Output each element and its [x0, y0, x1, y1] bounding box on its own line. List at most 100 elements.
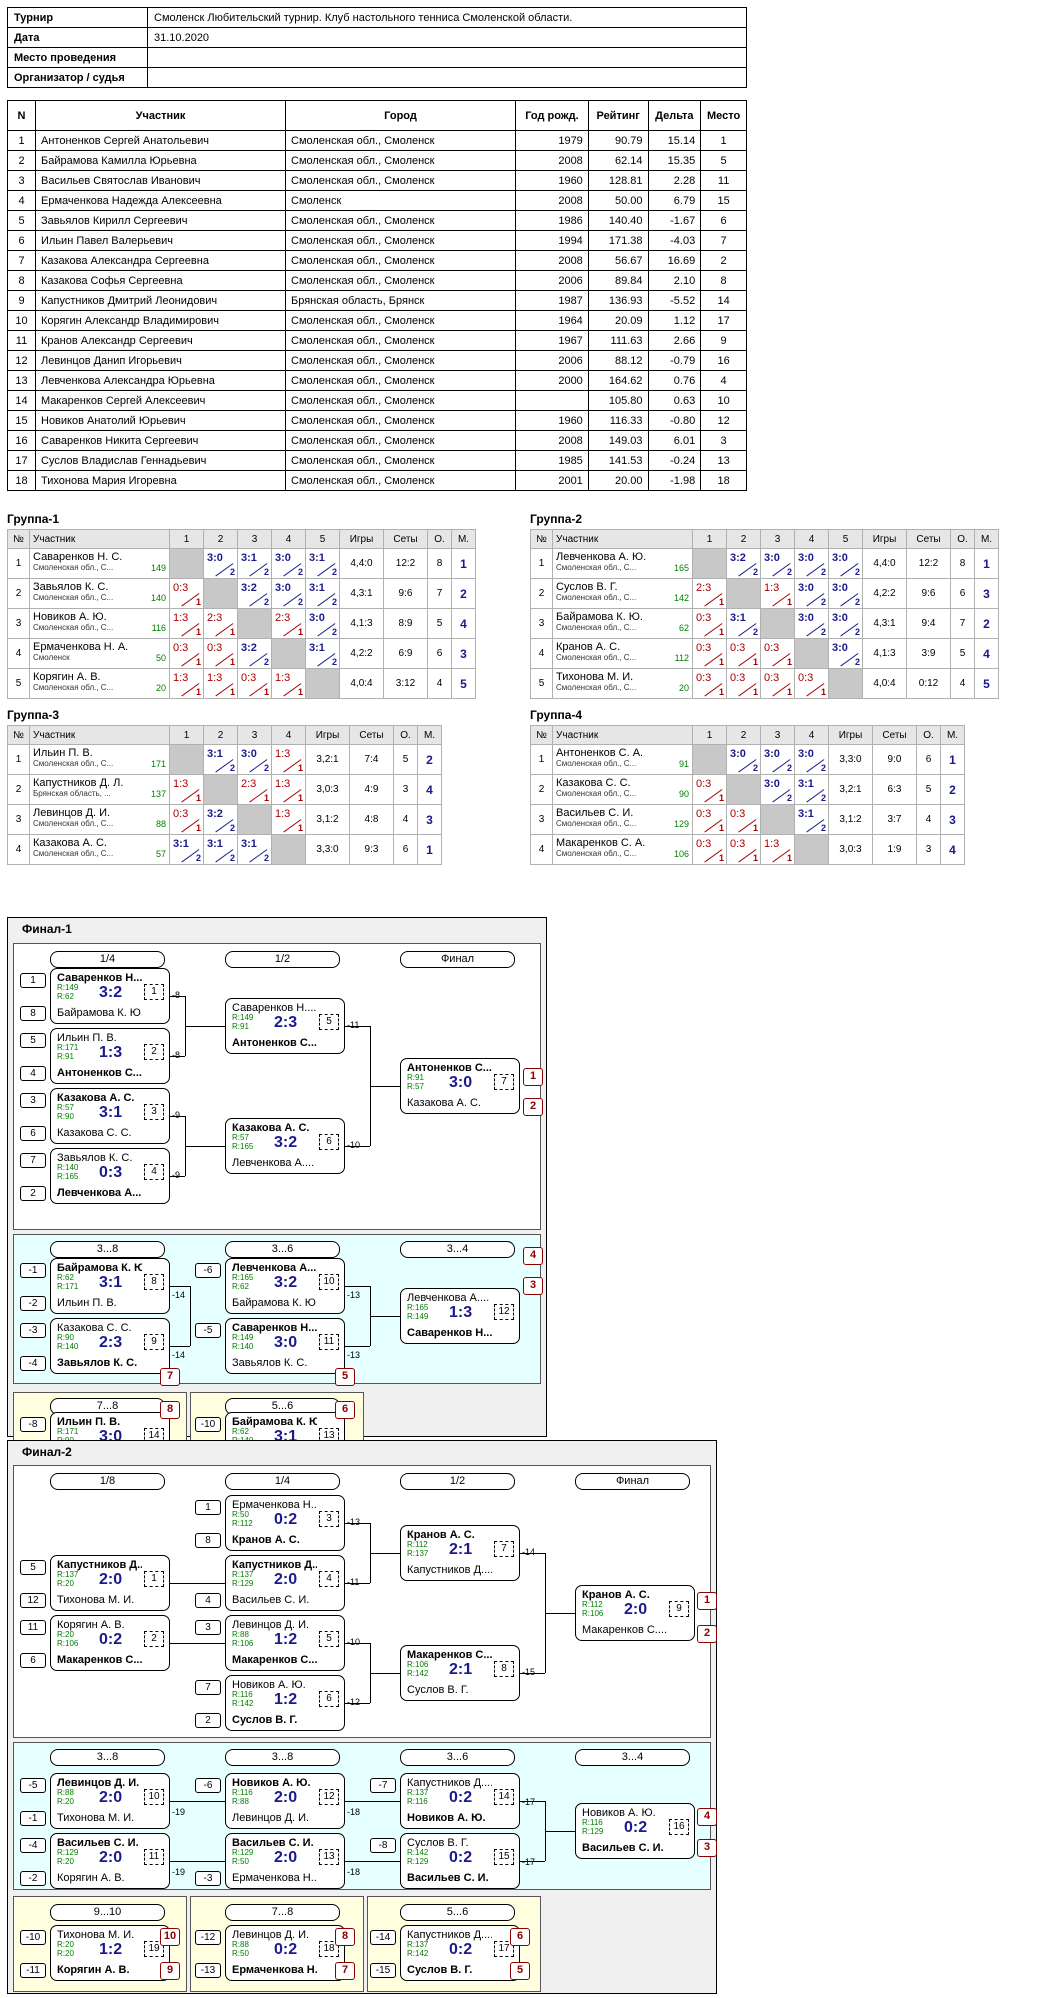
group-score-points: 1 — [786, 657, 792, 667]
match-rating-2: R:57 — [407, 1082, 424, 1091]
match-score: 2:0 — [274, 1571, 298, 1588]
match-score: 0:2 — [449, 1789, 473, 1806]
score-divider — [215, 759, 234, 773]
match-rating-1: R:106 — [407, 1660, 429, 1669]
group-score-sets: 3:2 — [241, 642, 257, 654]
round-label: 1/4 — [225, 1473, 340, 1490]
match-score: 3:1 — [99, 1274, 123, 1291]
group-header-row: № Участник 1 2 3 4 Игры Сеты О. М. — [7, 725, 442, 745]
participant-cell: 16 — [700, 350, 747, 371]
group-cell: 1:3 1 — [203, 668, 238, 699]
match-rating-1: R:149 — [232, 1333, 254, 1342]
score-divider — [806, 789, 825, 803]
participant-cell: -0.79 — [647, 350, 702, 371]
group-score-points: 2 — [752, 627, 758, 637]
group-points: 5 — [427, 608, 452, 639]
match-score: 1:2 — [274, 1691, 298, 1708]
participant-cell: Левинцов Данип Игорьевич — [35, 350, 286, 371]
participant-cell: 1960 — [515, 410, 589, 431]
group-score-points: 2 — [854, 567, 860, 577]
participant-cell: 1 — [700, 130, 747, 151]
place-box: 8 — [335, 1928, 355, 1946]
group-score-points: 1 — [752, 853, 758, 863]
participants-header-cell: Рейтинг — [587, 100, 649, 131]
participant-cell: 90.79 — [587, 130, 649, 151]
place-box: 6 — [510, 1928, 530, 1946]
group-row: 3 Новиков А. Ю. Смоленская обл., С... 116 1:… — [7, 608, 476, 639]
group-cell: 3:1 2 — [237, 548, 272, 579]
match-score: 0:2 — [449, 1941, 473, 1958]
participant-cell: 111.63 — [587, 330, 649, 351]
seed-box: 7 — [20, 1153, 46, 1168]
match-box: Капустников Д.... R:137 R:20 2:0 1 Тихонова М… — [50, 1555, 170, 1611]
group-score-points: 2 — [752, 567, 758, 577]
score-divider — [181, 593, 200, 607]
group-cell: 0:3 1 — [692, 608, 727, 639]
group-score: 3:0 2 — [829, 609, 862, 638]
group-cell-self — [726, 774, 761, 805]
group-score: 3:0 2 — [727, 745, 760, 774]
group-player-rating: 62 — [678, 623, 689, 633]
group-score-points: 1 — [195, 657, 201, 667]
participant-cell: 6 — [7, 230, 36, 251]
match-rating-2: R:91 — [232, 1022, 249, 1031]
participant-cell: 15 — [700, 190, 747, 211]
participant-row: 9 Капустников Дмитрий Леонидович Брянская … — [7, 290, 747, 311]
score-divider — [738, 819, 757, 833]
match-player-1: Ермаченкова Н.... — [232, 1499, 317, 1511]
bracket-line — [170, 1056, 185, 1057]
group-cell-self — [305, 668, 340, 699]
place-box: 1 — [697, 1592, 717, 1610]
match-player-1: Васильев С. И. — [57, 1837, 139, 1849]
group-player-city-text: Смоленская обл., С... — [33, 563, 114, 572]
group-score-sets: 0:3 — [730, 838, 746, 850]
group-player-city-text: Смоленская обл., С... — [556, 623, 637, 632]
group-player-city: Смоленская обл., С... 57 — [33, 849, 166, 859]
participant-cell: 8 — [700, 270, 747, 291]
match-box: Завьялов К. С. R:140 R:165 0:3 4 Левченкова А… — [50, 1148, 170, 1204]
participant-cell: 2008 — [515, 190, 589, 211]
group-score-points: 1 — [195, 597, 201, 607]
participant-cell: Смоленск — [285, 190, 516, 211]
group-score-sets: 2:3 — [241, 778, 257, 790]
group-cell-self — [271, 834, 306, 865]
group-place: 5 — [974, 668, 999, 699]
group-player-city-text: Смоленская обл., С... — [33, 849, 114, 858]
score-divider — [840, 563, 859, 577]
match-player-2: Корягин А. В. — [57, 1872, 125, 1884]
group-player-city: Смоленская обл., С... 129 — [556, 819, 689, 829]
match-ref: -13 — [347, 1517, 361, 1527]
participant-cell: 105.80 — [587, 390, 649, 411]
match-player-1: Кранов А. С. — [582, 1589, 650, 1601]
group-player-name: Казакова А. С. — [33, 837, 107, 849]
match-player-2: Васильев С. И. — [582, 1842, 664, 1854]
match-player-2: Макаренков С.... — [57, 1654, 142, 1666]
group-header-cell: Сеты — [349, 725, 394, 745]
group-sets: 6:3 — [872, 774, 917, 805]
group-score-sets: 3:2 — [241, 582, 257, 594]
bracket-line — [170, 1346, 190, 1347]
group-header-cell: 2 — [203, 529, 238, 549]
participant-cell: 2008 — [515, 250, 589, 271]
group-score-points: 1 — [195, 793, 201, 803]
group-header-cell: 2 — [726, 529, 761, 549]
seed-box: -10 — [195, 1417, 221, 1432]
match-player-1: Левинцов Д. И. — [232, 1619, 310, 1631]
round-label: 3...8 — [225, 1749, 340, 1766]
match-rating-2: R:129 — [407, 1857, 429, 1866]
group-points: 4 — [916, 804, 941, 835]
participant-cell: Байрамова Камилла Юрьевна — [35, 150, 286, 171]
score-divider — [704, 683, 723, 697]
match-player-1: Капустников Д.... — [407, 1929, 492, 1941]
group-score-sets: 3:0 — [275, 582, 291, 594]
group-score: 0:3 1 — [170, 579, 203, 608]
group-score-sets: 1:3 — [764, 582, 780, 594]
participant-cell: 16.69 — [647, 250, 702, 271]
score-divider — [738, 849, 757, 863]
participant-cell: 6.79 — [647, 190, 702, 211]
match-ref: -10 — [347, 1637, 361, 1647]
group-score-sets: 1:3 — [173, 672, 189, 684]
group-score: 3:0 2 — [829, 579, 862, 608]
group-player-rating: 171 — [150, 759, 166, 769]
participant-cell: 11 — [700, 170, 747, 191]
